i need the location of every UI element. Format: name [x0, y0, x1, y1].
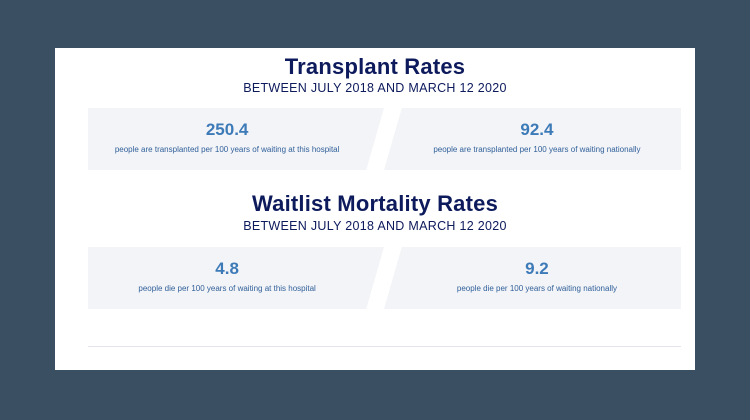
mortality-rates-title: Waitlist Mortality Rates — [251, 191, 499, 216]
mortality-national-value: 9.2 — [525, 259, 549, 278]
mortality-hospital-description: people die per 100 years of waiting at t… — [138, 284, 316, 293]
mortality-rates-subtitle: BETWEEN JULY 2018 AND MARCH 12 2020 — [243, 219, 507, 233]
rates-card: Transplant Rates BETWEEN JULY 2018 AND M… — [55, 48, 695, 370]
transplant-rates-title: Transplant Rates — [284, 54, 466, 79]
mortality-national-stat: 9.2 people die per 100 years of waiting … — [384, 247, 681, 309]
transplant-hospital-stat: 250.4 people are transplanted per 100 ye… — [88, 108, 384, 170]
mortality-hospital-value: 4.8 — [215, 259, 239, 278]
transplant-rates-subtitle: BETWEEN JULY 2018 AND MARCH 12 2020 — [243, 81, 507, 95]
mortality-stats-row: 4.8 people die per 100 years of waiting … — [88, 247, 681, 309]
transplant-national-stat: 92.4 people are transplanted per 100 yea… — [384, 108, 681, 170]
transplant-national-value: 92.4 — [520, 120, 554, 139]
mortality-national-description: people die per 100 years of waiting nati… — [456, 284, 617, 293]
mortality-hospital-stat: 4.8 people die per 100 years of waiting … — [88, 247, 384, 309]
transplant-stats-row: 250.4 people are transplanted per 100 ye… — [88, 108, 681, 170]
transplant-hospital-description: people are transplanted per 100 years of… — [114, 145, 340, 154]
section-divider — [88, 346, 681, 347]
transplant-hospital-value: 250.4 — [205, 120, 249, 139]
transplant-national-description: people are transplanted per 100 years of… — [433, 145, 641, 154]
